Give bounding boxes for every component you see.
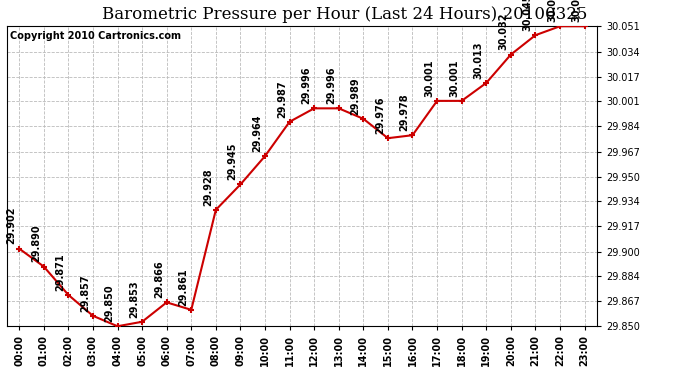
Text: 29.964: 29.964 [253,114,262,152]
Text: 29.861: 29.861 [179,268,188,306]
Text: Barometric Pressure per Hour (Last 24 Hours) 20100325: Barometric Pressure per Hour (Last 24 Ho… [102,6,588,22]
Text: 29.871: 29.871 [56,253,66,291]
Text: 30.045: 30.045 [522,0,533,31]
Text: Copyright 2010 Cartronics.com: Copyright 2010 Cartronics.com [10,31,181,41]
Text: 29.987: 29.987 [277,80,287,118]
Text: 30.032: 30.032 [498,13,508,51]
Text: 29.989: 29.989 [351,77,361,115]
Text: 29.978: 29.978 [400,93,410,131]
Text: 30.001: 30.001 [449,59,459,97]
Text: 29.890: 29.890 [31,225,41,262]
Text: 30.013: 30.013 [473,41,484,79]
Text: 30.051: 30.051 [572,0,582,22]
Text: 30.051: 30.051 [547,0,558,22]
Text: 29.850: 29.850 [105,285,115,322]
Text: 29.902: 29.902 [6,207,17,245]
Text: 29.976: 29.976 [375,96,385,134]
Text: 29.996: 29.996 [326,67,336,104]
Text: 30.001: 30.001 [424,59,434,97]
Text: 29.866: 29.866 [154,261,164,298]
Text: 29.945: 29.945 [228,143,237,180]
Text: 29.996: 29.996 [302,67,311,104]
Text: 29.857: 29.857 [80,274,90,312]
Text: 29.928: 29.928 [203,168,213,206]
Text: 29.853: 29.853 [129,280,139,318]
